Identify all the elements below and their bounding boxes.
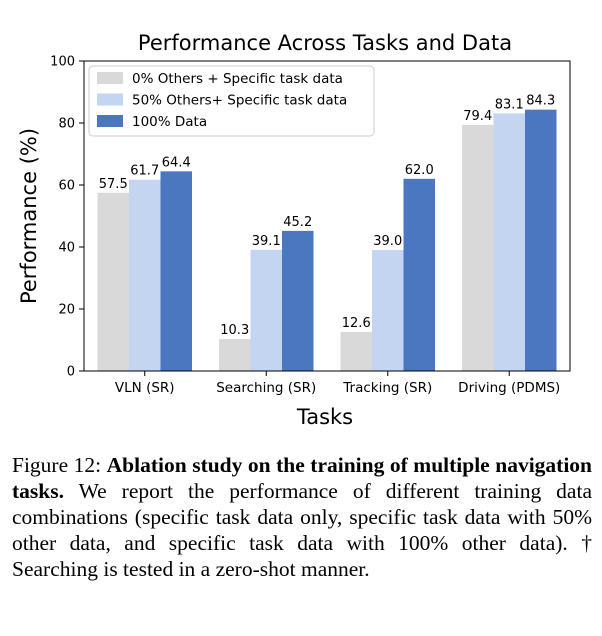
y-tick-label: 40 <box>58 241 75 256</box>
caption-title: Ablation study on the training of multip… <box>12 453 593 503</box>
bar-value-label: 39.1 <box>252 234 281 249</box>
y-tick-label: 60 <box>58 179 75 194</box>
bar-value-label: 62.0 <box>405 163 434 178</box>
chart: Performance Across Tasks and Data Perfor… <box>17 31 571 429</box>
legend-label: 0% Others + Specific task data <box>132 71 343 87</box>
x-tick-label: Tracking (SR) <box>342 380 432 396</box>
legend-box <box>88 65 375 137</box>
y-tick-label: 0 <box>67 365 75 380</box>
figure-caption: Figure 12: Ablation study on the trainin… <box>12 452 592 582</box>
bar-2-1 <box>129 179 161 371</box>
bar-2-3 <box>372 250 404 371</box>
bar-1-1 <box>97 192 129 371</box>
bar-1-4 <box>462 124 494 371</box>
y-tick-label: 80 <box>58 117 75 132</box>
legend-swatch <box>97 115 123 127</box>
y-tick-label: 100 <box>50 55 75 70</box>
legend-swatch <box>97 72 123 84</box>
bar-value-label: 61.7 <box>130 164 159 179</box>
legend-label: 100% Data <box>132 114 207 130</box>
bar-3-2 <box>282 230 314 371</box>
caption-label: Figure 12: <box>12 453 102 477</box>
bar-2-2 <box>250 249 282 371</box>
x-tick-label: Searching (SR) <box>216 380 316 396</box>
bar-value-label: 57.5 <box>99 177 128 192</box>
bar-value-label: 45.2 <box>283 215 312 230</box>
bar-value-label: 12.6 <box>342 316 371 331</box>
legend-label: 50% Others+ Specific task data <box>132 93 347 109</box>
bar-3-4 <box>525 109 557 372</box>
bar-value-label: 10.3 <box>220 323 249 338</box>
bar-1-2 <box>219 339 251 371</box>
bar-value-label: 64.4 <box>162 155 191 170</box>
bar-value-label: 84.3 <box>526 94 555 109</box>
caption-body: We report the performance of different t… <box>12 479 592 581</box>
legend-swatch <box>97 93 123 106</box>
bar-value-label: 83.1 <box>495 97 524 112</box>
bar-1-3 <box>340 331 372 371</box>
plot-area: 57.5 10.3 12.6 79.4 61.7 39.1 39.0 83.1 64.4 45.2… <box>50 55 571 396</box>
bar-3-3 <box>403 178 435 371</box>
x-axis-label: Tasks <box>296 405 353 429</box>
legend: 0% Others + Specific task data 50% Others… <box>88 65 375 137</box>
y-tick-label: 20 <box>58 303 75 318</box>
x-tick-label: VLN (SR) <box>115 380 175 396</box>
bar-3-1 <box>160 171 192 371</box>
bar-2-4 <box>493 113 525 371</box>
chart-title: Performance Across Tasks and Data <box>138 31 512 55</box>
x-tick-label: Driving (PDMS) <box>458 380 560 396</box>
bar-value-label: 79.4 <box>463 109 492 124</box>
axes-frame <box>83 60 571 372</box>
bar-value-label: 39.0 <box>373 234 402 249</box>
y-axis-label: Performance (%) <box>17 128 41 304</box>
